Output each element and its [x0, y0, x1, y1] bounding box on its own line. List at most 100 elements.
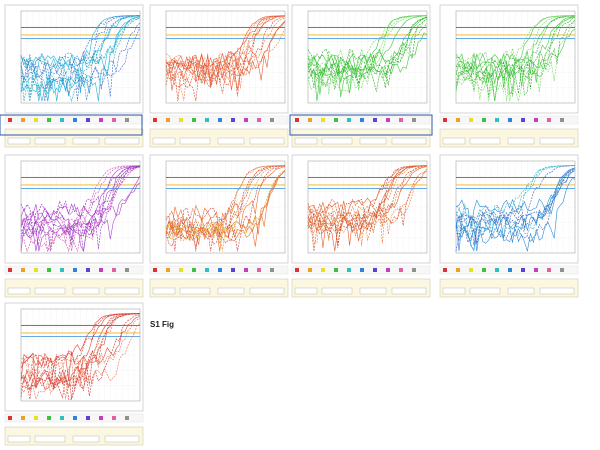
amplification-curve — [455, 17, 576, 94]
amplification-curve — [20, 16, 141, 93]
legend-swatch — [360, 268, 364, 272]
legend-swatch — [21, 268, 25, 272]
amplification-curve — [20, 15, 141, 98]
legend-swatch — [125, 416, 129, 420]
legend-swatch — [308, 268, 312, 272]
legend-swatch — [125, 118, 129, 122]
amplification-curve — [165, 15, 286, 83]
legend-swatch — [534, 268, 538, 272]
legend-swatch — [508, 268, 512, 272]
legend-swatch — [270, 118, 274, 122]
input-field — [34, 287, 66, 295]
legend-swatch — [231, 268, 235, 272]
amplification-curve — [165, 28, 286, 89]
legend-swatch — [560, 268, 564, 272]
amplification-curve — [165, 166, 286, 240]
amplification-curve — [165, 15, 285, 88]
qpcr-panel — [4, 302, 144, 446]
legend-swatch — [495, 118, 499, 122]
input-field — [104, 435, 140, 443]
input-field — [249, 137, 285, 145]
input-field — [442, 137, 466, 145]
legend-swatch — [205, 118, 209, 122]
amplification-curve — [165, 165, 286, 252]
legend-swatch — [99, 118, 103, 122]
amplification-curve — [20, 17, 141, 89]
input-field — [72, 435, 100, 443]
legend-swatch — [86, 118, 90, 122]
input-field — [321, 137, 353, 145]
input-field — [7, 137, 31, 145]
legend-swatch — [166, 268, 170, 272]
amplification-curve — [455, 19, 576, 80]
legend-swatch — [231, 118, 235, 122]
legend-swatch — [412, 118, 416, 122]
legend-swatch — [521, 118, 525, 122]
plot-frame — [4, 302, 144, 412]
amplification-curve — [20, 313, 141, 387]
legend-swatch — [21, 416, 25, 420]
amplification-curve — [20, 316, 141, 389]
qpcr-panel — [291, 154, 431, 298]
input-field — [294, 287, 318, 295]
amplification-curve — [20, 15, 140, 74]
legend-swatch — [373, 118, 377, 122]
legend-swatch — [34, 416, 38, 420]
amplification-curve — [165, 165, 286, 241]
amplification-curve — [20, 165, 141, 252]
legend-swatch — [218, 118, 222, 122]
legend-swatch — [456, 118, 460, 122]
input-field — [34, 435, 66, 443]
amplification-curve — [455, 15, 575, 69]
input-field — [104, 287, 140, 295]
amplification-curve — [455, 167, 576, 252]
selection-border — [0, 114, 143, 136]
legend-swatch — [73, 118, 77, 122]
legend-swatch — [192, 268, 196, 272]
input-field — [359, 287, 387, 295]
legend-swatch — [60, 416, 64, 420]
amplification-curve — [165, 15, 286, 102]
selection-border — [289, 114, 433, 136]
input-field — [507, 287, 535, 295]
amplification-curve — [165, 165, 286, 252]
amplification-curve — [455, 15, 576, 83]
plot-area — [165, 10, 286, 104]
amplification-curve — [455, 15, 575, 102]
input-field — [294, 137, 318, 145]
amplification-curve — [20, 323, 141, 400]
input-field — [7, 287, 31, 295]
input-field — [72, 137, 100, 145]
figure-label: S1 Fig — [150, 320, 174, 329]
amplification-curve — [455, 16, 576, 96]
input-field — [359, 137, 387, 145]
amplification-curve — [165, 169, 286, 247]
legend-swatch — [443, 268, 447, 272]
legend-swatch — [73, 416, 77, 420]
amplification-curve — [307, 18, 428, 88]
amplification-curve — [307, 15, 427, 93]
legend-swatch — [456, 268, 460, 272]
legend-swatch — [8, 268, 12, 272]
amplification-curve — [455, 165, 576, 238]
legend-swatch — [469, 268, 473, 272]
legend-swatch — [112, 268, 116, 272]
amplification-curve — [307, 17, 428, 90]
legend-swatch — [60, 268, 64, 272]
qpcr-panel — [4, 4, 144, 148]
amplification-curve — [307, 165, 427, 217]
legend-swatch — [86, 416, 90, 420]
amplification-curve — [20, 166, 141, 246]
legend-swatch — [308, 118, 312, 122]
legend-swatch — [192, 118, 196, 122]
legend-swatch — [112, 118, 116, 122]
input-field — [321, 287, 353, 295]
input-field — [507, 137, 535, 145]
amplification-curve — [307, 19, 428, 95]
amplification-curve — [455, 15, 576, 102]
legend-swatch — [179, 268, 183, 272]
legend-swatch — [321, 268, 325, 272]
amplification-curve — [455, 167, 576, 246]
amplification-curve — [20, 175, 141, 241]
